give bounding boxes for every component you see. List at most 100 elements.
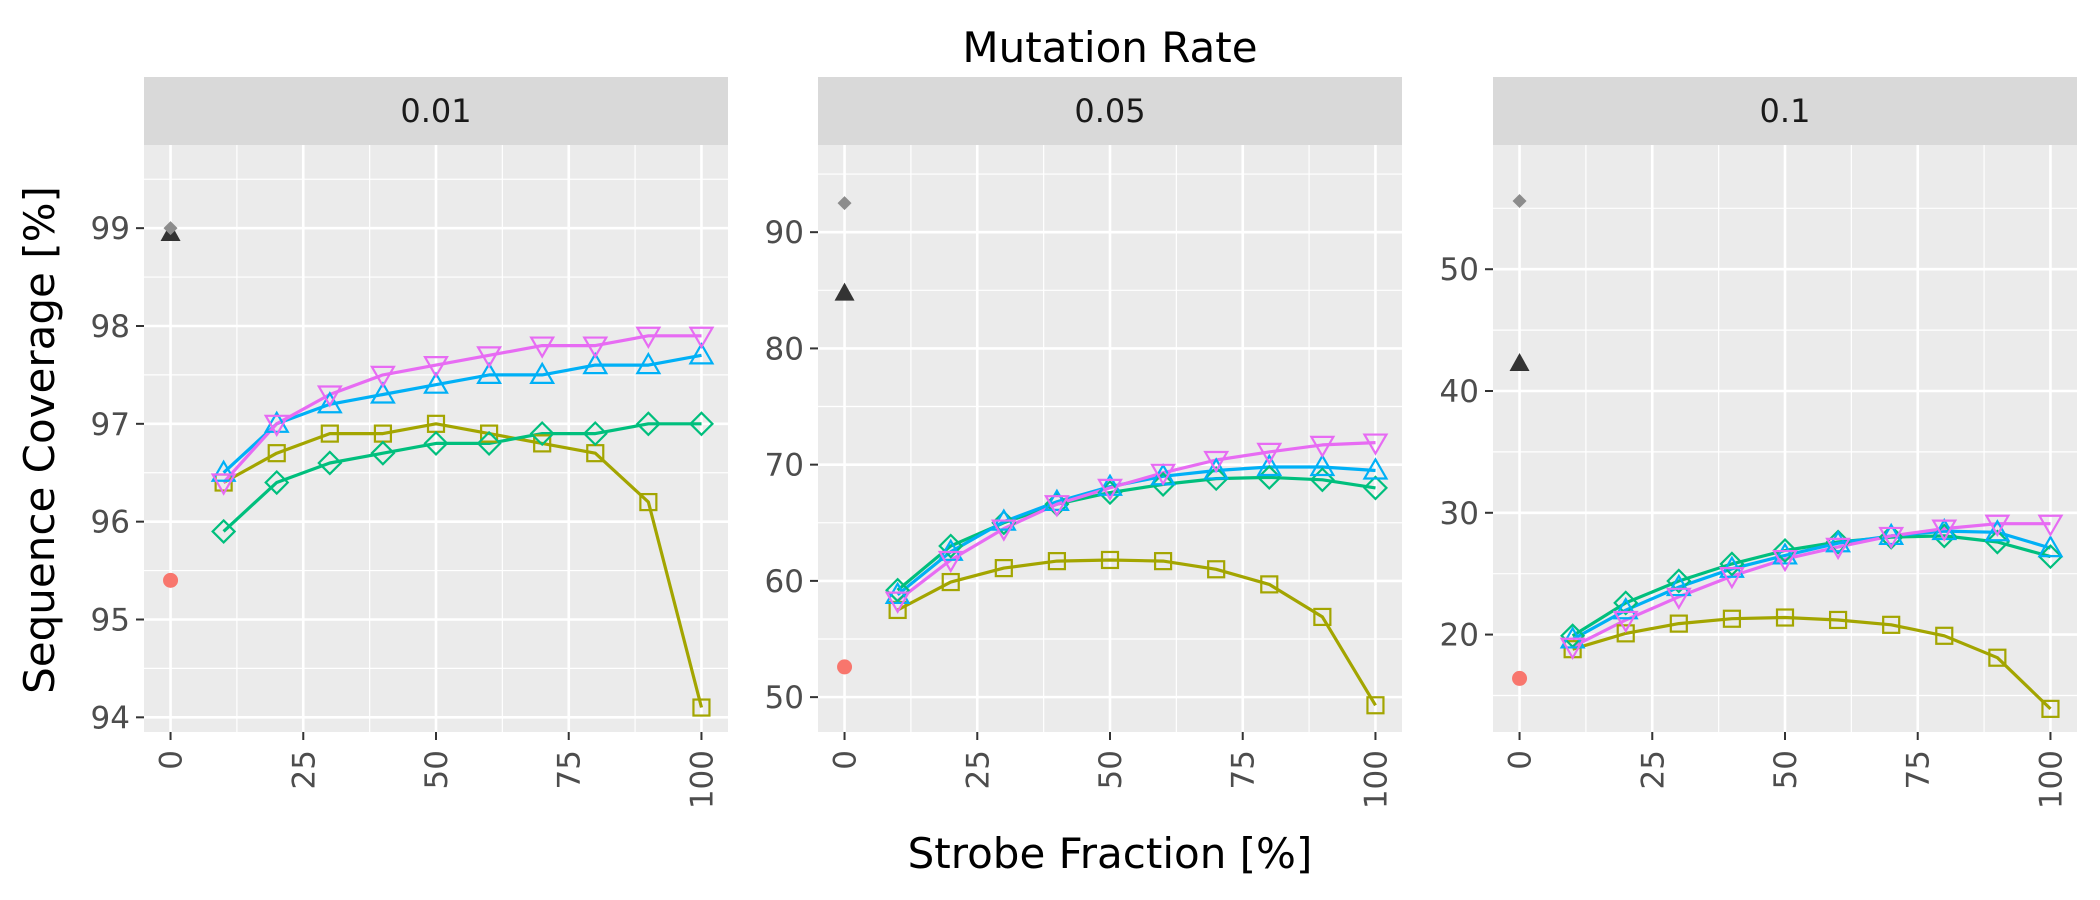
data-point-pink bbox=[1931, 519, 1958, 542]
series-line-blue bbox=[222, 353, 702, 474]
y-tick-label: 90 bbox=[765, 215, 804, 251]
y-tick-label: 20 bbox=[1440, 618, 1479, 654]
data-point-olive bbox=[692, 698, 711, 717]
x-tick-label: 25 bbox=[1635, 750, 1671, 789]
y-tick-label: 50 bbox=[765, 680, 804, 716]
data-point-green bbox=[991, 510, 1017, 536]
x-tick-label: 100 bbox=[2033, 750, 2069, 809]
facet-panels: 0.01 94 95 96 97 98 99 0 25 50 75 100 0.05 50 60 70 80 90… bbox=[91, 77, 2077, 809]
data-point-pink bbox=[1097, 478, 1123, 502]
data-point-olive bbox=[1935, 626, 1954, 645]
data-point-green bbox=[1150, 471, 1176, 497]
data-point-green bbox=[211, 518, 237, 544]
data-point-blue bbox=[635, 351, 662, 375]
series-line-pink bbox=[896, 441, 1376, 602]
data-point-olive bbox=[1669, 614, 1688, 633]
data-point-pink bbox=[1150, 463, 1176, 486]
data-point-green bbox=[1203, 466, 1229, 492]
y-tick-label: 50 bbox=[1440, 252, 1479, 288]
data-point-green bbox=[635, 411, 661, 437]
data-point-olive bbox=[994, 559, 1013, 578]
data-point-blue bbox=[1665, 573, 1692, 597]
data-point-blue bbox=[529, 361, 556, 385]
y-tick-label: 40 bbox=[1440, 374, 1479, 410]
data-point-olive bbox=[267, 444, 286, 463]
data-point-blue bbox=[210, 459, 237, 482]
x-tick-label: 75 bbox=[1226, 750, 1262, 789]
data-point-green bbox=[1309, 467, 1335, 493]
series-line-blue bbox=[1571, 529, 2051, 641]
data-point-pink bbox=[1878, 526, 1905, 550]
data-point-blue bbox=[1309, 453, 1336, 477]
data-point-blue bbox=[1612, 597, 1639, 620]
x-tick-label: 0 bbox=[154, 750, 190, 770]
data-point-pink bbox=[635, 326, 662, 349]
y-tick-label: 98 bbox=[91, 309, 130, 345]
data-point-olive bbox=[533, 434, 552, 453]
data-point-olive bbox=[639, 492, 658, 512]
data-point-blue bbox=[1362, 457, 1389, 480]
data-point-olive bbox=[1366, 696, 1385, 715]
reference-point-grey_point bbox=[1512, 194, 1527, 209]
data-point-blue bbox=[937, 538, 964, 561]
reference-point-black_point bbox=[1509, 352, 1530, 371]
data-point-green bbox=[1772, 537, 1798, 564]
x-tick-label: 0 bbox=[828, 750, 864, 770]
data-point-pink bbox=[2037, 514, 2064, 537]
data-point-pink bbox=[1044, 495, 1070, 518]
data-point-pink bbox=[582, 336, 609, 359]
data-point-olive bbox=[1828, 610, 1848, 630]
reference-point-grey_point bbox=[837, 196, 852, 211]
series-line-olive bbox=[222, 422, 704, 708]
reference-point-red_point bbox=[1512, 670, 1528, 686]
data-point-pink bbox=[1256, 442, 1283, 466]
series-line-green bbox=[1571, 534, 2051, 638]
data-point-pink bbox=[1612, 610, 1639, 634]
series-line-olive bbox=[896, 558, 1377, 707]
y-tick-label: 95 bbox=[91, 602, 130, 638]
data-point-pink bbox=[937, 550, 964, 574]
x-tick-label: 100 bbox=[684, 750, 720, 809]
data-point-olive bbox=[1775, 608, 1795, 627]
data-point-green bbox=[370, 440, 396, 466]
data-point-blue bbox=[582, 351, 609, 375]
data-point-pink bbox=[990, 519, 1017, 542]
x-tick-label: 75 bbox=[552, 750, 588, 789]
facet-panel-0.05: 0.05 50 60 70 80 90 0 25 50 75 100 bbox=[765, 77, 1402, 809]
data-point-olive bbox=[320, 424, 339, 443]
facet-strip-label: 0.01 bbox=[400, 92, 471, 130]
x-tick-label: 100 bbox=[1358, 750, 1394, 809]
data-point-green bbox=[1984, 529, 2010, 555]
data-point-green bbox=[423, 430, 449, 456]
x-tick-label: 75 bbox=[1901, 750, 1937, 789]
data-point-pink bbox=[1984, 514, 2011, 537]
data-point-olive bbox=[1047, 552, 1067, 571]
data-point-pink bbox=[1825, 537, 1851, 561]
y-tick-label: 96 bbox=[91, 505, 130, 541]
data-point-olive bbox=[479, 424, 499, 443]
data-point-green bbox=[688, 411, 715, 437]
data-point-olive bbox=[1722, 609, 1742, 628]
data-point-pink bbox=[1309, 435, 1336, 459]
chart-title: Mutation Rate bbox=[962, 23, 1257, 72]
reference-point-red_point bbox=[163, 572, 179, 588]
x-tick-label: 50 bbox=[1768, 750, 1804, 789]
data-point-pink bbox=[210, 473, 237, 496]
data-point-green bbox=[476, 430, 502, 456]
data-point-pink bbox=[476, 346, 502, 369]
facet-strip-label: 0.1 bbox=[1760, 92, 1811, 130]
y-tick-label: 99 bbox=[91, 211, 130, 247]
x-tick-label: 50 bbox=[1093, 750, 1129, 789]
data-point-olive bbox=[2041, 699, 2060, 718]
data-point-blue bbox=[1044, 488, 1070, 511]
data-point-pink bbox=[316, 385, 343, 408]
data-point-olive bbox=[1882, 615, 1901, 634]
data-point-pink bbox=[1665, 587, 1692, 611]
x-tick-label: 25 bbox=[960, 750, 996, 789]
data-point-blue bbox=[1203, 457, 1230, 480]
data-point-olive bbox=[941, 572, 960, 592]
series-line-pink bbox=[1571, 522, 2051, 649]
facet-panel-0.1: 0.1 20 30 40 50 0 25 50 75 100 bbox=[1440, 77, 2077, 809]
reference-point-grey_point bbox=[163, 221, 178, 236]
data-point-green bbox=[582, 421, 608, 447]
